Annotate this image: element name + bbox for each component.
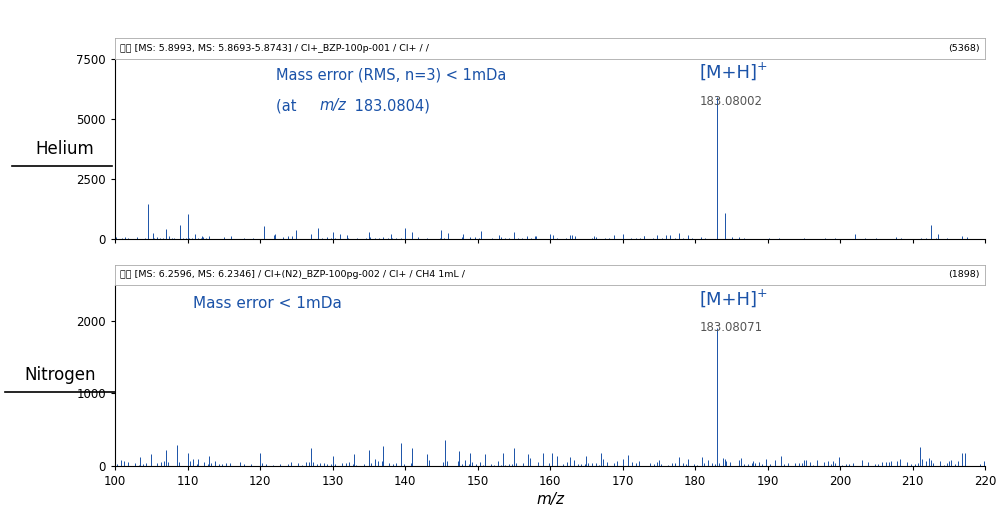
Text: +: + <box>757 287 768 300</box>
Text: 183.08002: 183.08002 <box>700 95 763 108</box>
Text: (5368): (5368) <box>948 44 980 53</box>
Text: 消量 [MS: 6.2596, MS: 6.2346] / Cl+(N2)_BZP-100pg-002 / Cl+ / CH4 1mL /: 消量 [MS: 6.2596, MS: 6.2346] / Cl+(N2)_BZ… <box>120 270 465 279</box>
Text: m/z: m/z <box>319 98 346 114</box>
Text: (at: (at <box>276 98 301 114</box>
X-axis label: m/z: m/z <box>536 492 564 507</box>
Text: Nitrogen: Nitrogen <box>24 366 96 384</box>
Text: [M+H]: [M+H] <box>700 291 758 308</box>
Text: +: + <box>757 61 768 73</box>
Text: 消量 [MS: 5.8993, MS: 5.8693-5.8743] / Cl+_BZP-100p-001 / Cl+ / /: 消量 [MS: 5.8993, MS: 5.8693-5.8743] / Cl+… <box>120 44 429 53</box>
Text: [M+H]: [M+H] <box>700 64 758 82</box>
Text: 183.0804): 183.0804) <box>350 98 430 114</box>
Text: Mass error (RMS, n=3) < 1mDa: Mass error (RMS, n=3) < 1mDa <box>276 68 506 82</box>
Text: (1898): (1898) <box>948 270 980 279</box>
Text: 183.08071: 183.08071 <box>700 321 763 334</box>
Text: Helium: Helium <box>36 140 94 158</box>
Text: Mass error < 1mDa: Mass error < 1mDa <box>193 296 342 311</box>
